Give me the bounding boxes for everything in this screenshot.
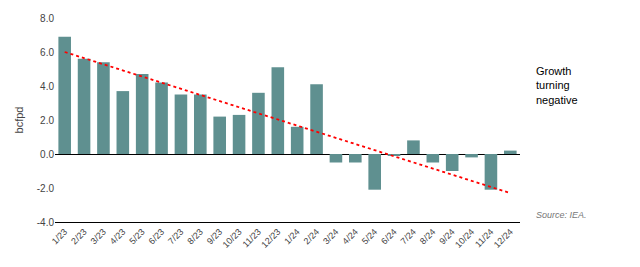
svg-text:10/23: 10/23 [221,227,244,250]
svg-text:6.0: 6.0 [40,47,54,58]
svg-text:-2.0: -2.0 [37,183,55,194]
svg-text:9/24: 9/24 [437,227,456,246]
svg-text:4/24: 4/24 [340,227,359,246]
svg-text:5/24: 5/24 [360,227,379,246]
svg-text:12/23: 12/23 [259,227,282,250]
svg-text:4/23: 4/23 [108,227,127,246]
svg-text:7/23: 7/23 [166,227,185,246]
svg-text:4.0: 4.0 [40,81,54,92]
svg-text:2.0: 2.0 [40,115,54,126]
svg-text:bcfpd: bcfpd [13,107,25,134]
svg-text:6/24: 6/24 [379,227,398,246]
svg-text:Growthturningnegative: Growthturningnegative [536,65,578,106]
svg-text:10/24: 10/24 [453,227,476,250]
svg-text:3/24: 3/24 [321,227,340,246]
svg-text:8/23: 8/23 [185,227,204,246]
svg-text:-4.0: -4.0 [37,217,55,228]
svg-text:2/23: 2/23 [69,227,88,246]
svg-text:2/24: 2/24 [302,227,321,246]
svg-text:11/24: 11/24 [473,227,496,250]
svg-text:7/24: 7/24 [399,227,418,246]
svg-text:6/23: 6/23 [147,227,166,246]
svg-text:1/24: 1/24 [282,227,301,246]
svg-text:3/23: 3/23 [89,227,108,246]
svg-text:0.0: 0.0 [40,149,54,160]
svg-text:11/23: 11/23 [241,227,264,250]
svg-text:8.0: 8.0 [40,13,54,24]
svg-text:Source: IEA.: Source: IEA. [536,210,587,220]
svg-text:9/23: 9/23 [205,227,224,246]
svg-text:5/23: 5/23 [127,227,146,246]
svg-text:1/23: 1/23 [50,227,69,246]
svg-text:8/24: 8/24 [418,227,437,246]
svg-text:12/24: 12/24 [492,227,515,250]
